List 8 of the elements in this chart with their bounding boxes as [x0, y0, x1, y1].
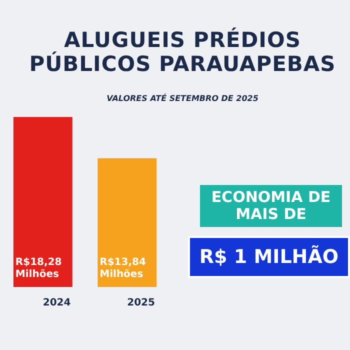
- x-tick-label: 2025: [127, 298, 155, 308]
- data-label: R$13,84 Milhões: [100, 257, 146, 280]
- chart-title: ALUGUEIS PRÉDIOS PÚBLICOS PARAUAPEBAS: [28, 28, 337, 76]
- x-tick-label: 2024: [42, 298, 71, 308]
- chart-subtitle: VALORES ATÉ SETEMBRO DE 2025: [106, 94, 260, 103]
- text: R$ 1 MILHÃO: [188, 236, 350, 278]
- text: ECONOMIA DE MAIS DE: [200, 185, 342, 227]
- data-label: R$18,28 Milhões: [15, 257, 62, 280]
